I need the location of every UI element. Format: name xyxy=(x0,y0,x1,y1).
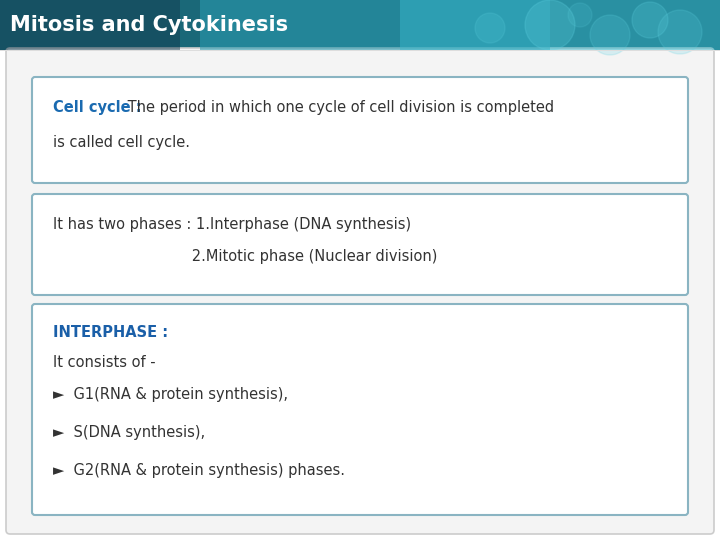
Circle shape xyxy=(658,10,702,54)
Text: ►  G2(RNA & protein synthesis) phases.: ► G2(RNA & protein synthesis) phases. xyxy=(53,463,345,478)
Circle shape xyxy=(568,3,592,27)
Text: It has two phases : 1.Interphase (DNA synthesis): It has two phases : 1.Interphase (DNA sy… xyxy=(53,217,411,232)
Text: INTERPHASE :: INTERPHASE : xyxy=(53,325,168,340)
Text: The period in which one cycle of cell division is completed: The period in which one cycle of cell di… xyxy=(123,100,554,115)
Bar xyxy=(200,0,550,50)
FancyBboxPatch shape xyxy=(32,194,688,295)
Bar xyxy=(0,0,180,50)
FancyBboxPatch shape xyxy=(32,77,688,183)
Bar xyxy=(400,0,720,50)
Circle shape xyxy=(632,2,668,38)
Text: 2.Mitotic phase (Nuclear division): 2.Mitotic phase (Nuclear division) xyxy=(53,249,437,264)
Bar xyxy=(0,50,720,51)
Text: It consists of -: It consists of - xyxy=(53,355,156,370)
Text: Mitosis and Cytokinesis: Mitosis and Cytokinesis xyxy=(10,15,288,35)
Text: ►  G1(RNA & protein synthesis),: ► G1(RNA & protein synthesis), xyxy=(53,387,288,402)
Text: ►  S(DNA synthesis),: ► S(DNA synthesis), xyxy=(53,425,205,440)
Text: Cell cycle :: Cell cycle : xyxy=(53,100,142,115)
Text: is called cell cycle.: is called cell cycle. xyxy=(53,135,190,150)
FancyBboxPatch shape xyxy=(6,48,714,534)
Circle shape xyxy=(475,13,505,43)
Circle shape xyxy=(590,15,630,55)
Circle shape xyxy=(525,0,575,50)
Bar xyxy=(0,0,720,50)
FancyBboxPatch shape xyxy=(32,304,688,515)
